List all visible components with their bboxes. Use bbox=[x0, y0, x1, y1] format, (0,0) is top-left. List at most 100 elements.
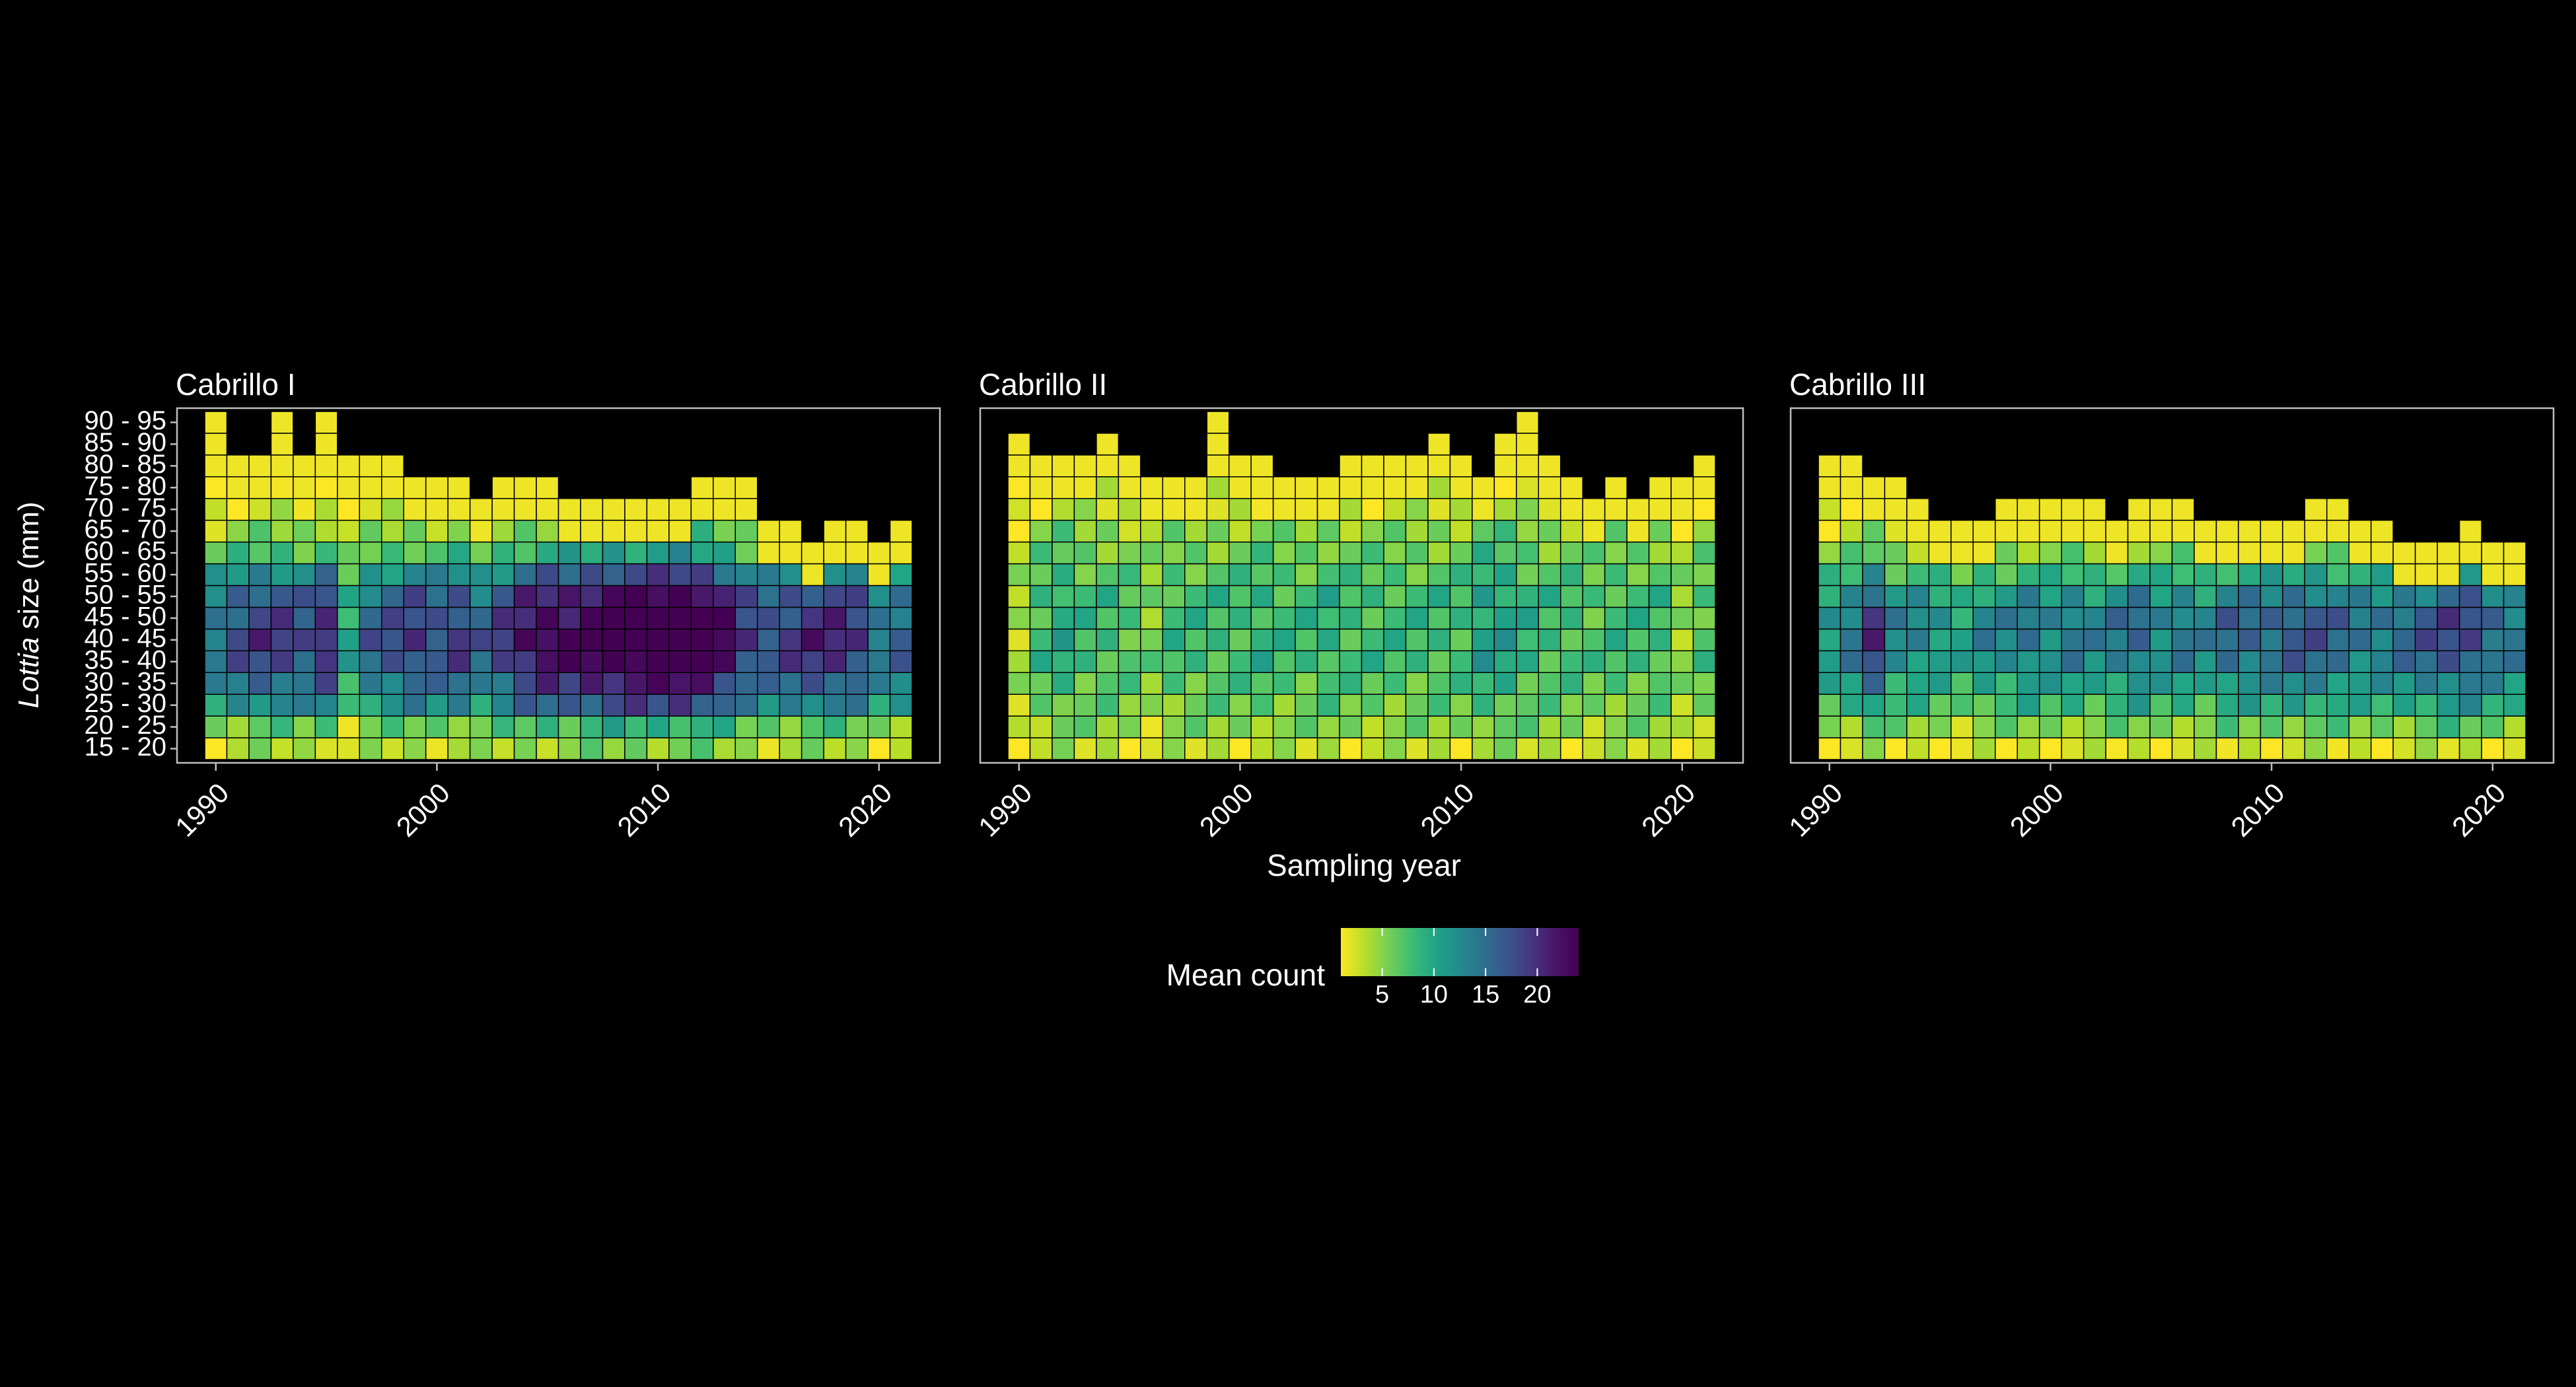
heatmap-tile bbox=[690, 715, 714, 738]
heatmap-tile bbox=[1692, 606, 1716, 630]
heatmap-tile bbox=[1029, 498, 1053, 521]
heatmap-tile bbox=[270, 606, 294, 630]
heatmap-tile bbox=[1250, 737, 1274, 760]
heatmap-tile bbox=[2458, 737, 2482, 760]
heatmap-tile bbox=[1472, 672, 1495, 695]
heatmap-tile bbox=[314, 519, 338, 543]
heatmap-tile bbox=[1140, 737, 1164, 760]
heatmap-tile bbox=[1670, 498, 1694, 521]
heatmap-tile bbox=[2437, 737, 2460, 760]
heatmap-tile bbox=[2414, 715, 2438, 738]
heatmap-tile bbox=[2503, 672, 2526, 695]
heatmap-tile bbox=[1184, 541, 1207, 565]
heatmap-tile bbox=[1250, 563, 1274, 587]
heatmap-tile bbox=[1361, 585, 1384, 608]
heatmap-tile bbox=[2105, 585, 2129, 608]
heatmap-tile bbox=[1582, 628, 1606, 652]
heatmap-tile bbox=[293, 737, 316, 760]
heatmap-tile bbox=[1995, 628, 2018, 652]
heatmap-tile bbox=[2370, 541, 2394, 565]
heatmap-tile bbox=[1427, 585, 1451, 608]
heatmap-tile bbox=[513, 541, 537, 565]
heatmap-tile bbox=[403, 585, 427, 608]
heatmap-tile bbox=[1206, 433, 1230, 456]
heatmap-tile bbox=[1405, 650, 1429, 673]
heatmap-tile bbox=[2503, 563, 2526, 587]
heatmap-tile bbox=[2260, 715, 2283, 738]
heatmap-tile bbox=[1493, 715, 1517, 738]
heatmap-tile bbox=[513, 715, 537, 738]
heatmap-tile bbox=[1162, 585, 1186, 608]
heatmap-tile bbox=[1884, 715, 1908, 738]
heatmap-tile bbox=[1427, 498, 1451, 521]
heatmap-tile bbox=[867, 585, 891, 608]
heatmap-tile bbox=[580, 606, 604, 630]
heatmap-tile bbox=[2348, 519, 2372, 543]
heatmap-tile bbox=[314, 563, 338, 587]
heatmap-tile bbox=[2105, 715, 2129, 738]
heatmap-tile bbox=[2017, 519, 2040, 543]
heatmap-tile bbox=[2458, 585, 2482, 608]
heatmap-tile bbox=[1516, 519, 1540, 543]
heatmap-tile bbox=[1118, 694, 1141, 717]
heatmap-tile bbox=[1295, 585, 1318, 608]
heatmap-tile bbox=[1840, 563, 1863, 587]
heatmap-tile bbox=[536, 606, 559, 630]
heatmap-tile bbox=[2481, 541, 2505, 565]
heatmap-tile bbox=[2171, 606, 2195, 630]
heatmap-tile bbox=[1840, 672, 1863, 695]
heatmap-tile bbox=[1818, 606, 1842, 630]
heatmap-tile bbox=[1383, 454, 1407, 478]
heatmap-tile bbox=[1692, 585, 1716, 608]
panel-frame bbox=[1789, 407, 2555, 764]
heatmap-tile bbox=[1449, 585, 1473, 608]
heatmap-tile bbox=[1538, 454, 1561, 478]
heatmap-tile bbox=[226, 628, 250, 652]
heatmap-tile bbox=[1862, 519, 1886, 543]
heatmap-tile bbox=[1073, 454, 1097, 478]
heatmap-tile bbox=[314, 541, 338, 565]
heatmap-tile bbox=[1472, 650, 1495, 673]
heatmap-tile bbox=[1493, 585, 1517, 608]
heatmap-tile bbox=[1272, 715, 1296, 738]
heatmap-tile bbox=[248, 476, 272, 499]
heatmap-tile bbox=[2348, 672, 2372, 695]
heatmap-tile bbox=[1972, 715, 1996, 738]
heatmap-tile bbox=[1928, 672, 1952, 695]
heatmap-tile bbox=[204, 694, 228, 717]
heatmap-tile bbox=[491, 498, 515, 521]
heatmap-tile bbox=[1162, 498, 1186, 521]
heatmap-tile bbox=[1818, 563, 1842, 587]
heatmap-tile bbox=[1184, 694, 1207, 717]
heatmap-tile bbox=[403, 672, 427, 695]
heatmap-tile bbox=[1840, 541, 1863, 565]
heatmap-tile bbox=[2038, 628, 2062, 652]
heatmap-tile bbox=[1995, 541, 2018, 565]
y-tick-label: 80 - 85 bbox=[84, 450, 166, 479]
heatmap-tile bbox=[337, 454, 361, 478]
heatmap-tile bbox=[2127, 694, 2151, 717]
heatmap-tile bbox=[1427, 606, 1451, 630]
heatmap-tile bbox=[734, 672, 758, 695]
heatmap-tile bbox=[1928, 585, 1952, 608]
heatmap-tile bbox=[536, 563, 559, 587]
heatmap-tile bbox=[580, 650, 604, 673]
heatmap-tile bbox=[889, 694, 913, 717]
heatmap-tile bbox=[491, 628, 515, 652]
heatmap-tile bbox=[270, 694, 294, 717]
heatmap-tile bbox=[646, 715, 670, 738]
heatmap-tile bbox=[226, 606, 250, 630]
heatmap-tile bbox=[2370, 737, 2394, 760]
heatmap-tile bbox=[602, 585, 626, 608]
heatmap-tile bbox=[1383, 672, 1407, 695]
heatmap-tile bbox=[2437, 672, 2460, 695]
heatmap-tile bbox=[734, 498, 758, 521]
heatmap-tile bbox=[359, 476, 382, 499]
heatmap-tile bbox=[1295, 715, 1318, 738]
heatmap-tile bbox=[1449, 715, 1473, 738]
heatmap-tile bbox=[403, 563, 427, 587]
heatmap-tile bbox=[1052, 715, 1075, 738]
heatmap-tile bbox=[314, 672, 338, 695]
y-tick-label: 75 - 80 bbox=[84, 472, 166, 501]
heatmap-tile bbox=[248, 454, 272, 478]
